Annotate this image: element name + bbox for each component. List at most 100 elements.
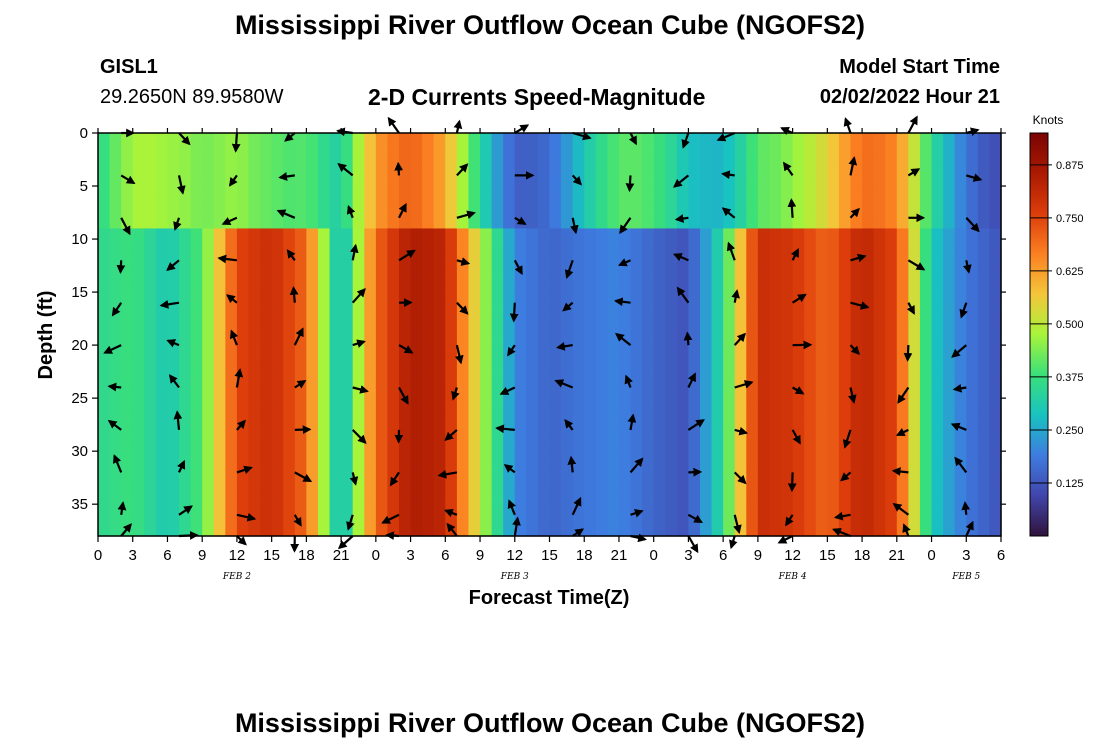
x-tick-label: 9 [754,547,762,564]
current-vector [683,331,693,346]
colorbar-tick-label: 0.625 [1056,266,1084,278]
current-vector [236,419,246,431]
current-vector [284,132,296,142]
current-vector [293,327,304,346]
current-vector [294,380,307,389]
current-vector [733,471,747,485]
current-vector [729,535,738,550]
current-vector [951,344,968,358]
current-vector [512,516,521,537]
current-vector [791,429,801,445]
current-vector [389,471,400,487]
current-vector [721,207,736,219]
current-vector [226,294,238,304]
colorbar-title: Knots [1033,113,1064,127]
current-vector [103,344,122,354]
current-vector [173,217,182,231]
y-tick-label: 35 [71,496,88,513]
current-vector [832,527,851,538]
current-vector [111,302,123,317]
current-vector [733,514,742,535]
current-vector [572,131,592,141]
y-tick-label: 15 [71,284,88,301]
current-vector [120,217,131,236]
chart-title: Mississippi River Outflow Ocean Cube (NG… [234,10,866,40]
current-vector [674,214,689,223]
current-vector [349,472,359,486]
current-vector [337,162,354,177]
current-vector [572,528,585,537]
model-start-label: Model Start Time [839,56,1000,78]
x-tick-label: 6 [997,547,1005,564]
current-vector [337,535,354,550]
current-vector [615,332,632,346]
x-tick-label: 21 [611,547,628,564]
current-vector [159,300,180,309]
current-vector [965,217,980,233]
current-vector [787,198,797,218]
current-vector [903,345,913,362]
current-vector [352,385,369,394]
current-vector [444,508,458,518]
current-vector [398,249,416,262]
current-vector [848,156,858,176]
current-vector [787,472,797,493]
current-vector [848,387,857,404]
current-vector [571,174,582,186]
current-vector [168,374,180,389]
current-vector [961,501,971,515]
current-vector [782,161,794,177]
current-vector [236,465,253,475]
current-vector [398,386,409,405]
current-vector [625,175,635,193]
current-vector [780,126,794,135]
current-vector [351,429,367,444]
current-vector [849,344,861,355]
current-vector [495,424,515,434]
current-vector [346,514,355,531]
x-tick-label: 15 [541,547,558,564]
colorbar: Knots 0.125 0.250 0.375 0.500 0.625 0.750 0.87… [1029,113,1084,537]
current-vector [849,207,860,219]
current-vector [177,175,186,195]
current-vector [950,422,967,432]
current-vector [687,513,704,524]
date-label: FEB 2 [222,572,251,582]
current-vector [446,522,458,537]
current-vector [166,339,180,348]
chart-title-repeat: Mississippi River Outflow Ocean Cube (NG… [234,708,866,738]
current-vector [107,382,122,392]
x-tick-label: 9 [198,547,206,564]
current-vector [398,202,407,219]
current-vector [562,301,574,312]
current-vector [278,172,295,181]
x-tick-label: 21 [333,547,350,564]
x-tick-label: 15 [819,547,836,564]
model-start-value: 02/02/2022 Hour 21 [819,86,1000,108]
x-tick-label: 0 [927,547,935,564]
current-vector [672,253,689,262]
x-tick-label: 9 [476,547,484,564]
y-tick-label: 20 [71,337,88,354]
current-vector [178,132,191,146]
current-vector [514,216,527,225]
current-vector [453,119,463,134]
current-vector [221,216,238,226]
current-vector [231,132,241,153]
x-tick-label: 3 [684,547,692,564]
current-vector [352,339,366,348]
station-id: GISL1 [100,56,158,78]
current-vector [792,386,805,395]
current-vector [276,209,296,219]
current-vector [293,514,302,527]
current-vector [398,344,414,354]
current-vector [556,342,573,351]
x-tick-label: 12 [784,547,801,564]
current-vector [346,204,356,219]
x-tick-label: 3 [129,547,137,564]
y-tick-label: 30 [71,443,88,460]
current-vector [892,502,910,516]
current-vectors [103,115,983,554]
current-vector [628,132,637,146]
